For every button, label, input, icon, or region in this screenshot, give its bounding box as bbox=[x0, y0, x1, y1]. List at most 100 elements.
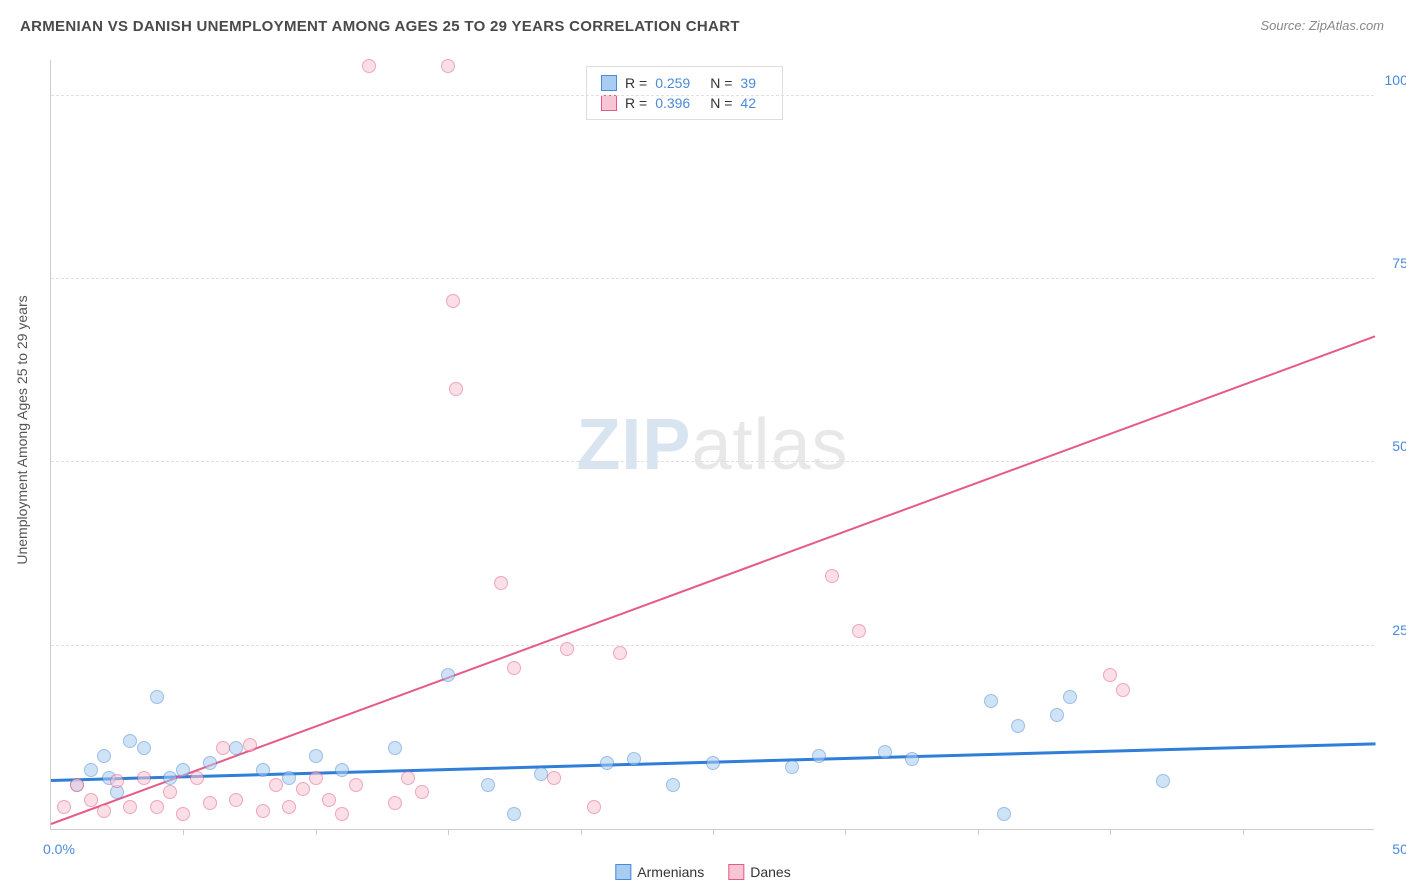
data-point-series-1 bbox=[203, 796, 217, 810]
y-tick-label: 100.0% bbox=[1385, 72, 1406, 88]
legend-label-1: Danes bbox=[750, 864, 790, 880]
data-point-series-1 bbox=[243, 738, 257, 752]
data-point-series-0 bbox=[229, 741, 243, 755]
legend-swatch-0 bbox=[615, 864, 631, 880]
y-tick-label: 25.0% bbox=[1392, 622, 1406, 638]
stat-n-label: N = bbox=[710, 95, 732, 111]
data-point-series-1 bbox=[97, 804, 111, 818]
data-point-series-0 bbox=[97, 749, 111, 763]
x-tick bbox=[316, 829, 317, 835]
data-point-series-1 bbox=[335, 807, 349, 821]
watermark: ZIPatlas bbox=[576, 404, 848, 486]
data-point-series-1 bbox=[190, 771, 204, 785]
data-point-series-0 bbox=[150, 690, 164, 704]
data-point-series-1 bbox=[446, 294, 460, 308]
x-max-label: 50.0% bbox=[1392, 841, 1406, 857]
legend-swatch-1 bbox=[728, 864, 744, 880]
stat-r-value-1: 0.396 bbox=[655, 95, 690, 111]
data-point-series-1 bbox=[309, 771, 323, 785]
data-point-series-0 bbox=[282, 771, 296, 785]
data-point-series-0 bbox=[137, 741, 151, 755]
stats-row-series-0: R = 0.259 N = 39 bbox=[601, 73, 768, 93]
data-point-series-0 bbox=[706, 756, 720, 770]
data-point-series-1 bbox=[613, 646, 627, 660]
plot-area: ZIPatlas R = 0.259 N = 39 R = 0.396 N = … bbox=[50, 60, 1374, 830]
legend-item-0: Armenians bbox=[615, 864, 704, 880]
data-point-series-1 bbox=[825, 569, 839, 583]
data-point-series-1 bbox=[401, 771, 415, 785]
data-point-series-1 bbox=[852, 624, 866, 638]
data-point-series-1 bbox=[494, 576, 508, 590]
data-point-series-1 bbox=[269, 778, 283, 792]
data-point-series-1 bbox=[587, 800, 601, 814]
stat-r-label: R = bbox=[625, 75, 647, 91]
data-point-series-1 bbox=[362, 59, 376, 73]
x-tick bbox=[713, 829, 714, 835]
data-point-series-1 bbox=[123, 800, 137, 814]
data-point-series-0 bbox=[123, 734, 137, 748]
stat-r-label: R = bbox=[625, 95, 647, 111]
data-point-series-1 bbox=[256, 804, 270, 818]
stat-n-value-1: 42 bbox=[740, 95, 756, 111]
data-point-series-1 bbox=[415, 785, 429, 799]
legend-item-1: Danes bbox=[728, 864, 790, 880]
data-point-series-1 bbox=[163, 785, 177, 799]
grid-line bbox=[51, 278, 1374, 279]
x-tick bbox=[845, 829, 846, 835]
grid-line bbox=[51, 461, 1374, 462]
data-point-series-0 bbox=[1156, 774, 1170, 788]
data-point-series-1 bbox=[137, 771, 151, 785]
data-point-series-1 bbox=[449, 382, 463, 396]
y-tick-label: 75.0% bbox=[1392, 255, 1406, 271]
data-point-series-0 bbox=[878, 745, 892, 759]
data-point-series-0 bbox=[666, 778, 680, 792]
data-point-series-1 bbox=[229, 793, 243, 807]
x-tick bbox=[1110, 829, 1111, 835]
y-tick-label: 50.0% bbox=[1392, 438, 1406, 454]
data-point-series-1 bbox=[441, 59, 455, 73]
swatch-series-0 bbox=[601, 75, 617, 91]
x-min-label: 0.0% bbox=[43, 841, 75, 857]
data-point-series-1 bbox=[176, 807, 190, 821]
data-point-series-1 bbox=[150, 800, 164, 814]
data-point-series-0 bbox=[905, 752, 919, 766]
swatch-series-1 bbox=[601, 95, 617, 111]
grid-line bbox=[51, 95, 1374, 96]
data-point-series-0 bbox=[441, 668, 455, 682]
data-point-series-1 bbox=[388, 796, 402, 810]
stats-legend: R = 0.259 N = 39 R = 0.396 N = 42 bbox=[586, 66, 783, 120]
data-point-series-0 bbox=[984, 694, 998, 708]
data-point-series-1 bbox=[1103, 668, 1117, 682]
stat-r-value-0: 0.259 bbox=[655, 75, 690, 91]
data-point-series-0 bbox=[256, 763, 270, 777]
data-point-series-0 bbox=[163, 771, 177, 785]
data-point-series-0 bbox=[534, 767, 548, 781]
data-point-series-1 bbox=[296, 782, 310, 796]
data-point-series-1 bbox=[70, 778, 84, 792]
data-point-series-0 bbox=[335, 763, 349, 777]
data-point-series-1 bbox=[322, 793, 336, 807]
data-point-series-1 bbox=[216, 741, 230, 755]
x-tick bbox=[448, 829, 449, 835]
legend-label-0: Armenians bbox=[637, 864, 704, 880]
data-point-series-0 bbox=[627, 752, 641, 766]
data-point-series-0 bbox=[1063, 690, 1077, 704]
data-point-series-0 bbox=[785, 760, 799, 774]
data-point-series-0 bbox=[176, 763, 190, 777]
chart-title: ARMENIAN VS DANISH UNEMPLOYMENT AMONG AG… bbox=[20, 18, 740, 35]
data-point-series-0 bbox=[600, 756, 614, 770]
data-point-series-1 bbox=[547, 771, 561, 785]
stat-n-label: N = bbox=[710, 75, 732, 91]
data-point-series-1 bbox=[57, 800, 71, 814]
data-point-series-0 bbox=[997, 807, 1011, 821]
data-point-series-0 bbox=[84, 763, 98, 777]
x-tick bbox=[978, 829, 979, 835]
bottom-legend: Armenians Danes bbox=[615, 864, 790, 880]
grid-line bbox=[51, 645, 1374, 646]
data-point-series-1 bbox=[507, 661, 521, 675]
data-point-series-1 bbox=[84, 793, 98, 807]
x-tick bbox=[183, 829, 184, 835]
data-point-series-0 bbox=[388, 741, 402, 755]
stat-n-value-0: 39 bbox=[740, 75, 756, 91]
data-point-series-1 bbox=[1116, 683, 1130, 697]
